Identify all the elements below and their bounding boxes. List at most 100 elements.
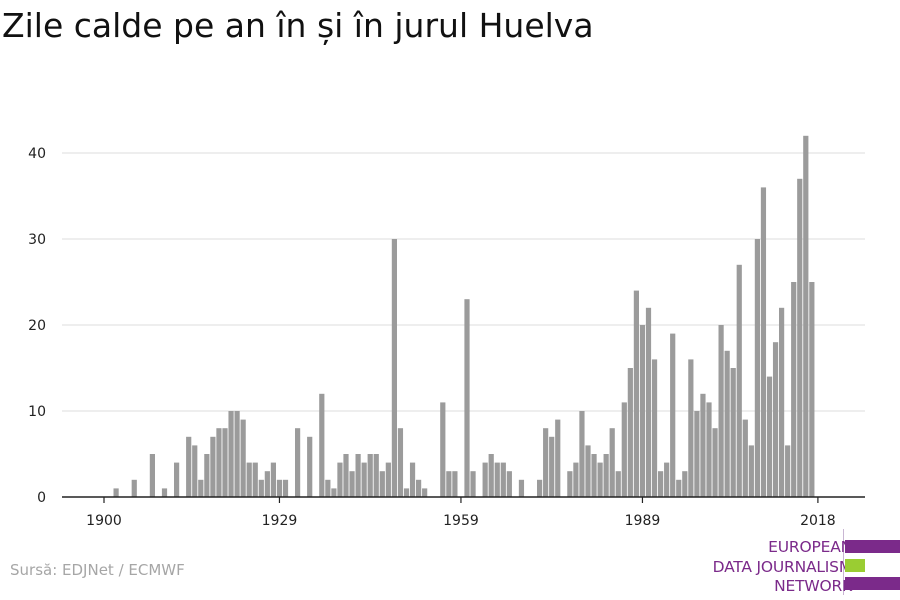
bar-1995 <box>676 479 682 497</box>
x-tick-label: 1929 <box>262 513 298 529</box>
x-tick-label: 1900 <box>86 513 122 529</box>
bar-1944 <box>367 454 373 497</box>
bar-1991 <box>651 359 658 497</box>
bar-1916 <box>198 479 204 497</box>
bar-2001 <box>712 428 718 497</box>
bar-2011 <box>772 342 779 497</box>
bar-1951 <box>409 462 416 497</box>
gridlines <box>62 152 865 412</box>
bar-1992 <box>658 471 664 497</box>
bar-1961 <box>470 471 476 497</box>
bar-1956 <box>440 402 446 497</box>
bar-1993 <box>664 462 670 497</box>
bar-1983 <box>603 454 609 497</box>
bar-1943 <box>361 462 367 497</box>
bar-1987 <box>627 368 633 497</box>
bar-1912 <box>174 462 180 497</box>
bar-1927 <box>264 471 270 497</box>
x-tick-label: 1989 <box>625 513 661 529</box>
logo-divider <box>843 529 844 595</box>
bar-1945 <box>373 454 379 497</box>
bar-1928 <box>270 462 276 497</box>
bar-1977 <box>567 471 573 497</box>
bar-1950 <box>403 488 410 497</box>
bar-2008 <box>754 239 760 497</box>
logo-bar-green <box>845 559 865 572</box>
y-axis-ticks: 0 10 20 30 40 <box>28 146 46 506</box>
x-tick-label: 1959 <box>443 513 479 529</box>
bar-1980 <box>585 445 591 497</box>
bar-1938 <box>331 488 337 497</box>
y-tick-label: 20 <box>28 318 46 334</box>
bar-1937 <box>325 479 331 497</box>
logo-line-3: NETWORK <box>774 577 852 595</box>
bar-1921 <box>228 411 234 497</box>
bar-1979 <box>579 411 585 497</box>
bar-2015 <box>797 178 803 498</box>
bar-1963 <box>482 462 488 497</box>
bar-1902 <box>113 488 119 497</box>
bar-2013 <box>785 445 791 497</box>
bar-1969 <box>518 479 525 497</box>
bar-1910 <box>161 488 168 497</box>
bar-1940 <box>343 454 349 497</box>
bar-1958 <box>452 471 458 497</box>
bar-1981 <box>591 454 597 497</box>
bar-1925 <box>252 462 258 497</box>
bar-1920 <box>222 428 228 497</box>
logo-bar-purple-1 <box>845 540 900 553</box>
bar-1982 <box>597 462 603 497</box>
x-axis-ticks: 1900 1929 1959 1989 2018 <box>86 497 836 529</box>
bar-1985 <box>615 471 621 497</box>
bar-1948 <box>391 239 397 497</box>
bar-1914 <box>186 436 192 497</box>
bar-1990 <box>645 307 652 497</box>
bar-1973 <box>543 428 549 497</box>
bar-1999 <box>700 393 706 497</box>
edjnet-logo[interactable]: EUROPEAN DATA JOURNALISM NETWORK <box>708 529 900 595</box>
bar-1923 <box>240 419 246 497</box>
bar-1949 <box>397 428 404 497</box>
bar-2006 <box>742 419 748 497</box>
bar-1917 <box>204 454 210 497</box>
x-tick-label: 2018 <box>800 513 836 529</box>
bar-1989 <box>639 325 646 497</box>
bar-2009 <box>760 187 767 497</box>
bar-1929 <box>276 479 283 497</box>
bar-2003 <box>724 350 730 497</box>
bar-2004 <box>730 368 736 497</box>
bar-1994 <box>670 333 676 497</box>
bar-1964 <box>488 454 494 497</box>
bar-2012 <box>779 307 785 497</box>
bar-1972 <box>537 479 543 497</box>
bar-1947 <box>385 462 391 497</box>
bar-1967 <box>506 471 512 497</box>
bar-1941 <box>349 471 355 497</box>
bar-1998 <box>694 411 700 497</box>
bar-1905 <box>131 479 137 497</box>
bar-1952 <box>416 479 422 497</box>
bar-1926 <box>258 479 264 497</box>
bar-1942 <box>355 454 361 497</box>
bar-1918 <box>210 436 216 497</box>
y-tick-label: 40 <box>28 146 46 162</box>
bar-1930 <box>282 479 289 497</box>
bar-1997 <box>688 359 694 497</box>
bar-1908 <box>149 454 155 497</box>
bar-1915 <box>192 445 198 497</box>
bar-2002 <box>718 325 724 497</box>
y-tick-label: 10 <box>28 404 46 420</box>
bar-1986 <box>621 402 627 497</box>
bar-1953 <box>422 488 428 497</box>
bar-2017 <box>809 282 815 497</box>
bar-1919 <box>216 428 222 497</box>
bar-1960 <box>464 299 470 497</box>
bar-1957 <box>446 471 452 497</box>
y-tick-label: 30 <box>28 232 46 248</box>
bar-1984 <box>609 428 615 497</box>
bar-2007 <box>748 445 754 497</box>
logo-line-2: DATA JOURNALISM <box>712 558 853 576</box>
bar-1965 <box>494 462 500 497</box>
y-tick-label: 0 <box>37 490 46 506</box>
bar-1939 <box>337 462 343 497</box>
